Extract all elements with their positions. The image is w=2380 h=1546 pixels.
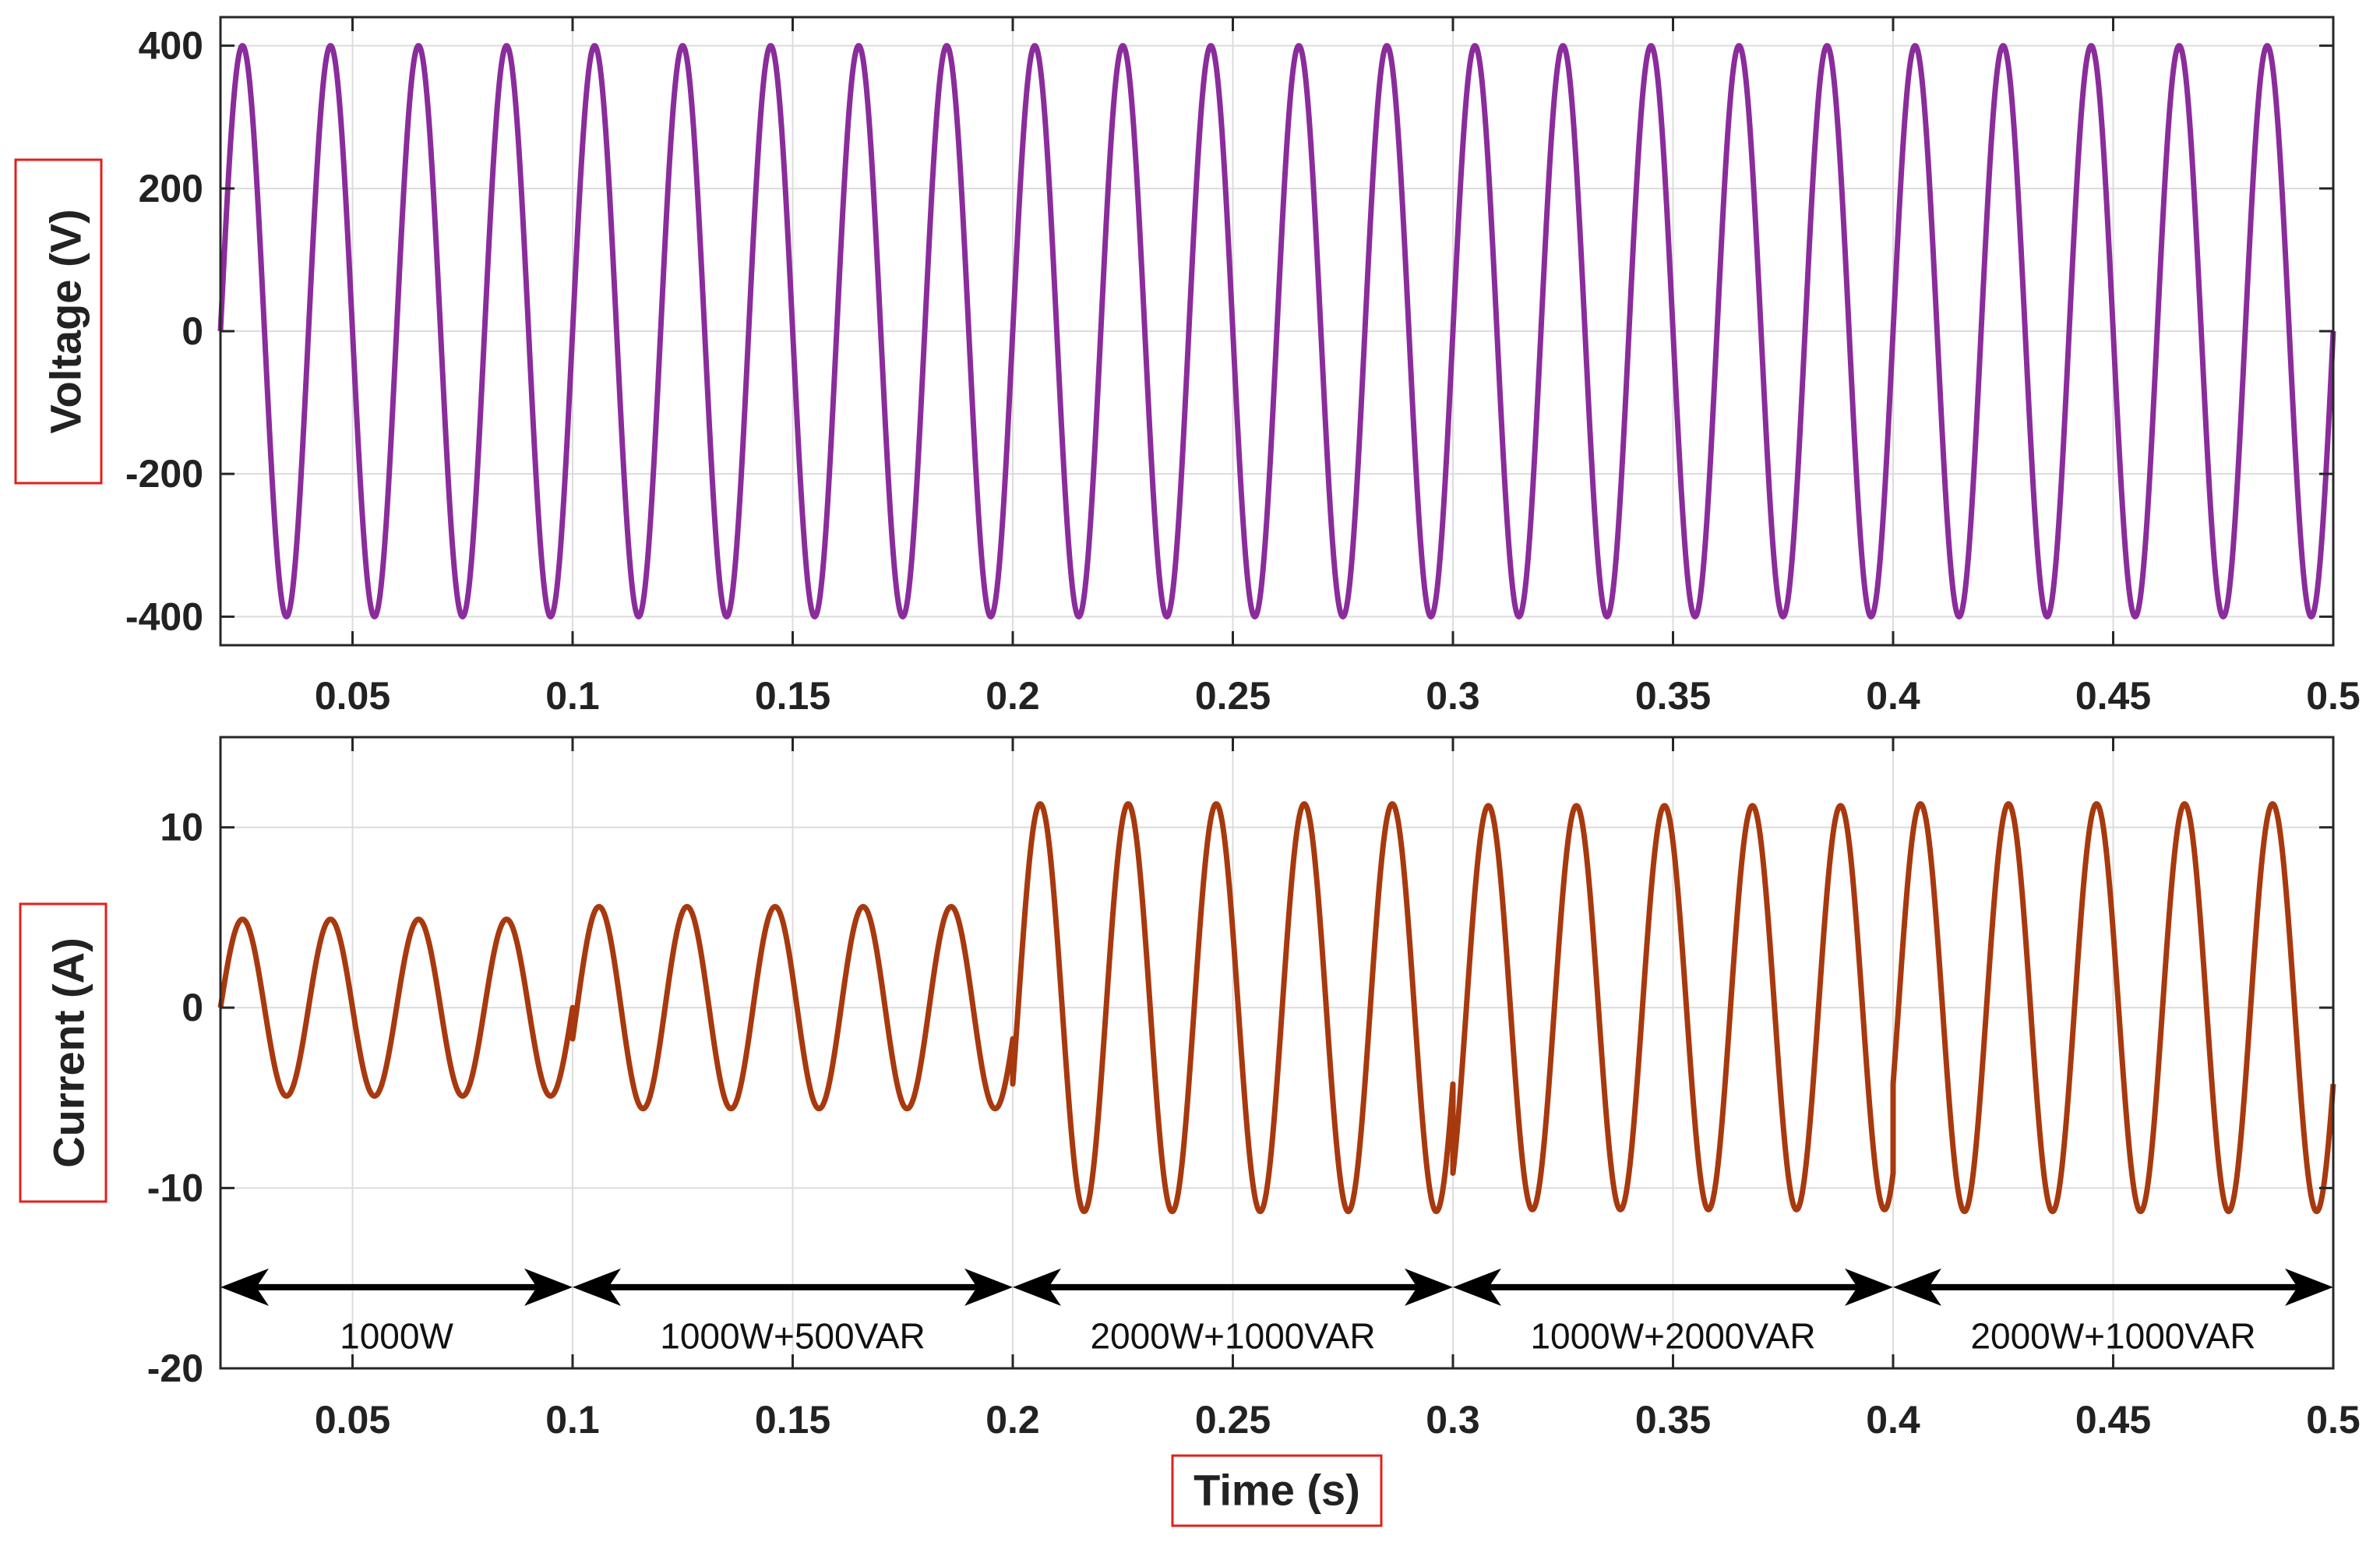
segment-arrowhead-left-1 bbox=[573, 1268, 621, 1306]
segment-2: 2000W+1000VAR bbox=[1013, 1268, 1453, 1356]
segment-label-2: 2000W+1000VAR bbox=[1090, 1315, 1375, 1356]
v-xtick-label-9: 0.5 bbox=[2306, 674, 2361, 718]
voltage-y-tick-labels: -400 -200 0 200 400 bbox=[125, 24, 2333, 638]
c-xtick-label-9: 0.5 bbox=[2306, 1398, 2361, 1442]
v-xtick-label-2: 0.15 bbox=[755, 674, 830, 718]
c-xtick-label-4: 0.25 bbox=[1195, 1398, 1271, 1442]
v-xtick-label-6: 0.35 bbox=[1635, 674, 1711, 718]
segment-arrowhead-right-2 bbox=[1405, 1268, 1453, 1306]
v-ytick-label-0: -400 bbox=[125, 595, 203, 638]
v-xtick-label-8: 0.45 bbox=[2075, 674, 2151, 718]
segment-label-1: 1000W+500VAR bbox=[660, 1315, 926, 1356]
c-ytick-label-3: 10 bbox=[160, 806, 203, 849]
v-ytick-label-4: 400 bbox=[139, 24, 203, 68]
c-ytick-label-2: 0 bbox=[182, 986, 203, 1029]
current-panel: 1000W 1000W+500VAR 2000W+1000VAR 1000W+2000… bbox=[19, 736, 2361, 1527]
current-ylabel-box bbox=[19, 902, 108, 1203]
c-xtick-label-1: 0.1 bbox=[545, 1398, 600, 1442]
load-segment-annotations: 1000W 1000W+500VAR 2000W+1000VAR 1000W+2000… bbox=[220, 1268, 2333, 1356]
c-ytick-label-1: -10 bbox=[147, 1167, 203, 1210]
segment-arrowhead-right-1 bbox=[964, 1268, 1013, 1306]
voltage-x-tick-labels: 0.05 0.1 0.15 0.2 0.25 0.3 0.35 0.4 0.45 0.5 bbox=[315, 17, 2361, 718]
voltage-panel: 0.05 0.1 0.15 0.2 0.25 0.3 0.35 0.4 0.45 0.5 -400… bbox=[14, 16, 2361, 718]
current-x-tick-labels: 0.05 0.1 0.15 0.2 0.25 0.3 0.35 0.4 0.45 0.5 bbox=[315, 737, 2361, 1442]
segment-arrowhead-left-2 bbox=[1013, 1268, 1061, 1306]
c-xtick-label-6: 0.35 bbox=[1635, 1398, 1711, 1442]
v-xtick-label-3: 0.2 bbox=[985, 674, 1040, 718]
voltage-series-line bbox=[217, 43, 2336, 619]
v-xtick-label-0: 0.05 bbox=[315, 674, 390, 718]
segment-label-4: 2000W+1000VAR bbox=[1970, 1315, 2255, 1356]
v-xtick-label-4: 0.25 bbox=[1195, 674, 1271, 718]
v-xtick-label-7: 0.4 bbox=[1866, 674, 1920, 718]
xlabel-box bbox=[1171, 1454, 1383, 1527]
segment-arrowhead-left-3 bbox=[1453, 1268, 1501, 1306]
segment-arrowhead-right-4 bbox=[2285, 1268, 2333, 1306]
segment-3: 1000W+2000VAR bbox=[1453, 1268, 1893, 1356]
segment-0: 1000W bbox=[220, 1268, 573, 1356]
c-xtick-label-5: 0.3 bbox=[1426, 1398, 1480, 1442]
segment-arrowhead-right-3 bbox=[1845, 1268, 1893, 1306]
c-xtick-label-0: 0.05 bbox=[315, 1398, 390, 1442]
voltage-ylabel: Voltage (V) bbox=[41, 209, 90, 433]
segment-4: 2000W+1000VAR bbox=[1893, 1268, 2333, 1356]
v-xtick-label-1: 0.1 bbox=[545, 674, 600, 718]
segment-label-3: 1000W+2000VAR bbox=[1530, 1315, 1815, 1356]
segment-label-0: 1000W bbox=[340, 1315, 453, 1356]
v-xtick-label-5: 0.3 bbox=[1426, 674, 1480, 718]
current-y-tick-labels: -20 -10 0 10 bbox=[147, 806, 2333, 1390]
segment-arrowhead-right-0 bbox=[524, 1268, 573, 1306]
c-xtick-label-2: 0.15 bbox=[755, 1398, 830, 1442]
v-ytick-label-3: 200 bbox=[139, 167, 203, 210]
v-ytick-label-1: -200 bbox=[125, 452, 203, 496]
x-axis-label: Time (s) bbox=[1194, 1466, 1360, 1515]
segment-1: 1000W+500VAR bbox=[573, 1268, 1013, 1356]
current-series-line bbox=[217, 801, 2336, 1215]
segment-arrowhead-left-4 bbox=[1893, 1268, 1941, 1306]
segment-arrowhead-left-0 bbox=[220, 1268, 269, 1306]
current-axes-frame bbox=[219, 736, 2335, 1370]
c-xtick-label-3: 0.2 bbox=[985, 1398, 1040, 1442]
c-xtick-label-7: 0.4 bbox=[1866, 1398, 1920, 1442]
voltage-ylabel-box bbox=[14, 158, 103, 485]
c-xtick-label-8: 0.45 bbox=[2075, 1398, 2151, 1442]
c-ytick-label-0: -20 bbox=[147, 1347, 203, 1390]
current-ylabel: Current (A) bbox=[44, 937, 93, 1168]
v-ytick-label-2: 0 bbox=[182, 309, 203, 353]
